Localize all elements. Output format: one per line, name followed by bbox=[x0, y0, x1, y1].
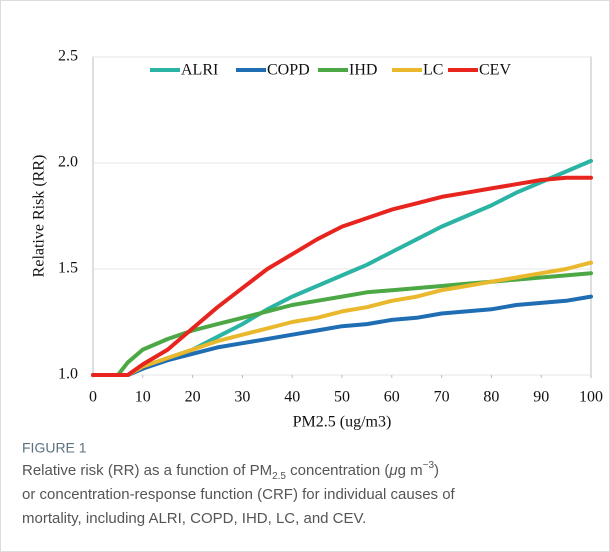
caption-text: or concentration-response function (CRF)… bbox=[22, 486, 456, 503]
caption-text: g m bbox=[398, 462, 423, 479]
legend-label: IHD bbox=[349, 62, 377, 79]
caption-text: 2.5 bbox=[272, 471, 286, 482]
x-tick-label: 40 bbox=[284, 389, 300, 406]
x-tick-label: 10 bbox=[135, 389, 151, 406]
x-tick-label: 70 bbox=[434, 389, 450, 406]
caption-text: mortality, including ALRI, COPD, IHD, LC… bbox=[22, 510, 366, 527]
x-tick-label: 50 bbox=[334, 389, 350, 406]
x-tick-label: 20 bbox=[185, 389, 201, 406]
caption-line: mortality, including ALRI, COPD, IHD, LC… bbox=[22, 510, 366, 527]
legend-label: COPD bbox=[267, 62, 310, 79]
legend-label: LC bbox=[423, 62, 443, 79]
caption-text: −3 bbox=[423, 460, 435, 471]
x-tick-label: 30 bbox=[234, 389, 250, 406]
series-line bbox=[91, 175, 593, 377]
y-tick-label: 1.0 bbox=[58, 366, 78, 383]
caption-text: μ bbox=[388, 462, 397, 479]
y-axis-label: Relative Risk (RR) bbox=[31, 155, 48, 278]
y-tick-label: 2.0 bbox=[58, 154, 78, 171]
caption-text: concentration ( bbox=[286, 462, 389, 479]
x-tick-label: 90 bbox=[533, 389, 549, 406]
series-line bbox=[91, 294, 593, 377]
x-tick-label: 100 bbox=[579, 389, 603, 406]
x-tick-label: 0 bbox=[89, 389, 97, 406]
y-tick-label: 1.5 bbox=[58, 260, 78, 277]
y-tick-label: 2.5 bbox=[58, 48, 78, 65]
legend-label: CEV bbox=[479, 62, 511, 79]
caption-line: or concentration-response function (CRF)… bbox=[22, 486, 456, 503]
x-axis-label: PM2.5 (ug/m3) bbox=[293, 414, 392, 431]
x-tick-label: 80 bbox=[483, 389, 499, 406]
caption-text: Relative risk (RR) as a function of PM bbox=[22, 462, 272, 479]
caption-line: Relative risk (RR) as a function of PM2.… bbox=[22, 460, 439, 482]
series-line bbox=[91, 260, 593, 377]
figure-label: FIGURE 1 bbox=[22, 440, 87, 456]
caption-text: ) bbox=[434, 462, 439, 479]
legend-label: ALRI bbox=[181, 62, 218, 79]
x-tick-label: 60 bbox=[384, 389, 400, 406]
